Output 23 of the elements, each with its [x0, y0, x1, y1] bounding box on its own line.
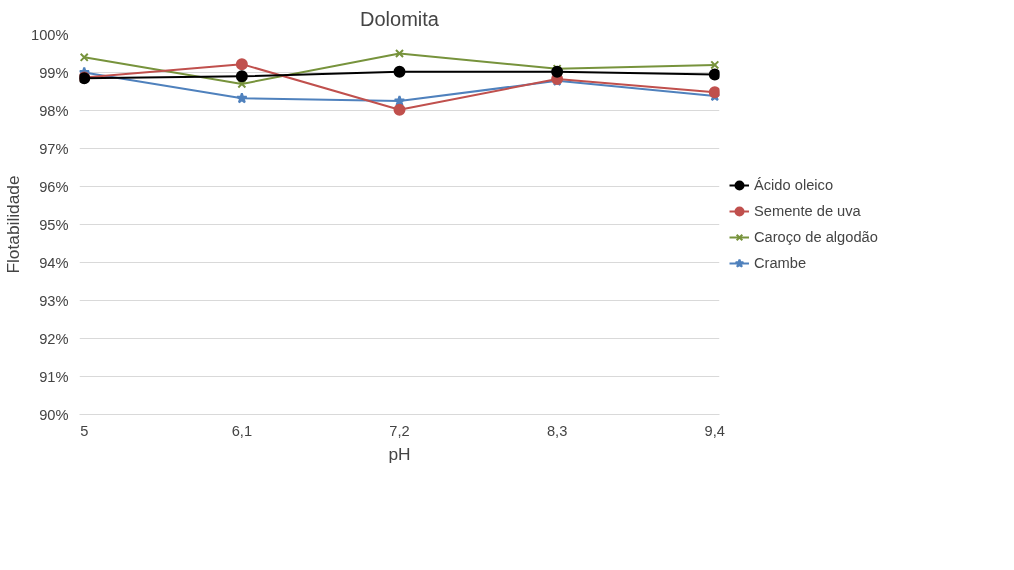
x-tick-label: 8,3: [546, 422, 568, 439]
y-tick-label: 93%: [39, 292, 69, 309]
y-tick-label: 96%: [39, 178, 69, 195]
chart-title: Dolomita: [360, 7, 440, 30]
legend-label: Ácido oleico: [754, 177, 834, 193]
y-tick-label: 98%: [39, 102, 69, 119]
y-tick-label: 100%: [31, 26, 69, 43]
y-tick-label: 97%: [39, 140, 69, 157]
legend-label: Semente de uva: [754, 203, 861, 219]
x-tick-label: 5: [80, 422, 89, 439]
y-tick-label: 92%: [39, 330, 69, 347]
y-tick-label: 99%: [39, 64, 69, 81]
x-tick-label: 9,4: [704, 422, 725, 439]
y-tick-label: 94%: [39, 254, 69, 271]
x-tick-label: 6,1: [231, 422, 253, 439]
x-tick-label: 7,2: [389, 422, 410, 439]
y-tick-label: 90%: [39, 406, 69, 423]
y-tick-label: 91%: [39, 368, 69, 385]
x-axis-title: pH: [388, 443, 411, 464]
legend-label: Caroço de algodão: [754, 229, 878, 245]
y-axis-title: Flotabilidade: [3, 175, 24, 274]
legend-label: Crambe: [754, 255, 807, 271]
y-tick-label: 95%: [39, 216, 69, 233]
